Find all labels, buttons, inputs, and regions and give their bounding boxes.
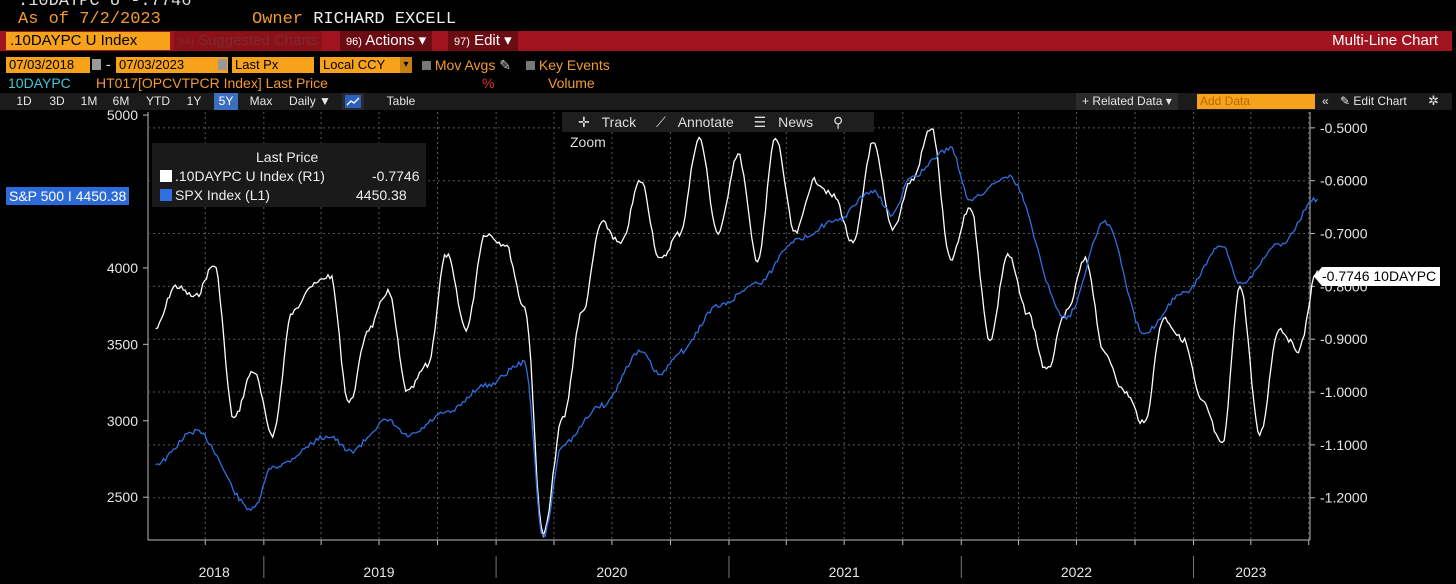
suggested-num: 94): [178, 36, 194, 48]
key-events-label: Key Events: [538, 57, 610, 73]
chart-type-label: Multi-Line Chart: [1332, 32, 1438, 49]
x-tick-label: 2020: [596, 564, 627, 580]
spx-series-line: [155, 145, 1319, 538]
date-dash: -: [106, 56, 111, 72]
currency-select[interactable]: Local CCY: [320, 57, 412, 73]
checkbox-icon: [526, 61, 535, 70]
period-button-1m[interactable]: 1M: [80, 94, 98, 108]
x-tick-label: 2019: [363, 564, 394, 580]
chevron-down-icon[interactable]: ▾: [400, 57, 412, 73]
period-button-ytd[interactable]: YTD: [146, 94, 170, 108]
mov-avgs-label: Mov Avgs: [434, 57, 496, 73]
price-field-select[interactable]: Last Px: [232, 57, 314, 73]
left-tick-label: 2500: [107, 489, 138, 505]
news-label: News: [778, 114, 814, 130]
pencil-icon: ✎: [499, 57, 511, 73]
news-tool[interactable]: ☰ News: [746, 114, 813, 130]
collapse-icon[interactable]: «: [1322, 94, 1329, 108]
owner-name: RICHARD EXCELL: [313, 10, 457, 29]
calendar-icon[interactable]: [92, 59, 101, 70]
end-date-field[interactable]: 07/03/2023: [116, 57, 228, 73]
left-tick-label: 3500: [107, 336, 138, 352]
legend-item-spx: SPX Index (L1): [160, 187, 270, 203]
annotate-label: Annotate: [677, 114, 734, 130]
legend-swatch: [160, 170, 172, 182]
track-tool[interactable]: ✛ Track: [570, 114, 636, 130]
x-tick-label: 2023: [1235, 564, 1266, 580]
frequency-select[interactable]: Daily ▼: [289, 94, 331, 108]
x-tick-label: 2018: [199, 564, 230, 580]
checkbox-icon: [422, 61, 431, 70]
calendar-icon[interactable]: [218, 59, 227, 70]
left-tick-label: 3000: [107, 413, 138, 429]
add-data-input[interactable]: Add Data: [1197, 94, 1315, 109]
edit-num: 97): [454, 36, 470, 48]
legend-value: -0.7746: [372, 168, 420, 184]
related-data-button[interactable]: + Related Data ▾: [1076, 93, 1178, 110]
period-button-6m[interactable]: 6M: [112, 94, 130, 108]
edit-label: Edit ▾: [474, 32, 512, 49]
right-tick-label: -1.2000: [1320, 490, 1368, 506]
start-date-field[interactable]: 07/03/2018: [6, 57, 90, 73]
actions-label: Actions ▾: [365, 32, 427, 49]
period-button-1d[interactable]: 1D: [16, 94, 32, 108]
spx-last-value-label: S&P 500 I 4450.38: [6, 187, 130, 205]
key-events-toggle[interactable]: Key Events: [526, 57, 610, 73]
legend-item-pc: .10DAYPC U Index (R1): [160, 168, 325, 184]
zoom-label: Zoom: [570, 134, 606, 150]
period-button-1y[interactable]: 1Y: [186, 94, 202, 108]
suggested-charts-button[interactable]: 94) Suggested Charts: [174, 31, 323, 51]
right-tick-label: -0.5000: [1320, 120, 1368, 136]
left-tick-label: 4000: [107, 260, 138, 276]
right-tick-label: -0.7000: [1320, 226, 1368, 242]
zoom-icon: ⚲: [833, 114, 844, 130]
suggested-label: Suggested Charts: [198, 32, 319, 49]
right-tick-label: -1.0000: [1320, 384, 1368, 400]
legend-name: .10DAYPC U Index (R1): [175, 168, 325, 184]
x-tick-label: 2021: [829, 564, 860, 580]
period-button-3d[interactable]: 3D: [49, 94, 65, 108]
right-tick-label: -1.1000: [1320, 437, 1368, 453]
gear-icon[interactable]: ✲: [1428, 93, 1439, 108]
chart-legend: Last Price .10DAYPC U Index (R1) -0.7746…: [152, 143, 426, 207]
annotate-tool[interactable]: ⟋ Annotate: [648, 114, 734, 130]
owner-label: Owner: [252, 10, 304, 29]
pc-series-line: [155, 128, 1319, 539]
actions-num: 96): [346, 36, 362, 48]
legend-value: 4450.38: [356, 187, 407, 203]
partial-top-line: .10DAYPC U -.7746: [18, 0, 192, 11]
news-icon: ☰: [753, 114, 767, 130]
track-label: Track: [601, 114, 637, 130]
period-button-5y[interactable]: 5Y: [214, 93, 238, 110]
crosshair-icon: ✛: [578, 114, 590, 130]
owner-info: Owner RICHARD EXCELL: [252, 10, 456, 29]
table-button[interactable]: Table: [386, 94, 416, 108]
ticker-input[interactable]: .10DAYPC U Index: [6, 32, 170, 50]
legend-title: Last Price: [256, 149, 319, 165]
x-tick-label: 2022: [1061, 564, 1092, 580]
edit-chart-button[interactable]: ✎ Edit Chart: [1340, 94, 1407, 108]
chart-toolbar: ✛ Track ⟋ Annotate ☰ News ⚲ Zoom: [562, 112, 874, 150]
edit-button[interactable]: 97) Edit ▾: [448, 31, 518, 51]
percent-toggle[interactable]: %: [482, 75, 495, 91]
legend-name: SPX Index (L1): [175, 187, 270, 203]
period-button-max[interactable]: Max: [249, 94, 273, 108]
series-description: HT017[OPCVTPCR Index] Last Price: [96, 75, 328, 91]
actions-button[interactable]: 96) Actions ▾: [340, 31, 433, 51]
volume-toggle[interactable]: Volume: [548, 75, 595, 91]
as-of-date: As of 7/2/2023: [18, 10, 161, 29]
legend-swatch: [160, 189, 172, 201]
pc-last-value-label: -0.7746 10DAYPC: [1314, 267, 1441, 286]
zoom-tool[interactable]: ⚲ Zoom: [562, 114, 843, 150]
right-tick-label: -0.6000: [1320, 173, 1368, 189]
right-tick-label: -0.9000: [1320, 331, 1368, 347]
left-tick-label: 5000: [107, 107, 138, 123]
mov-avgs-toggle[interactable]: Mov Avgs ✎: [422, 57, 511, 74]
series-ticker: 10DAYPC: [8, 75, 71, 91]
annotate-icon: ⟋: [656, 114, 666, 130]
line-chart-icon[interactable]: [342, 93, 364, 110]
